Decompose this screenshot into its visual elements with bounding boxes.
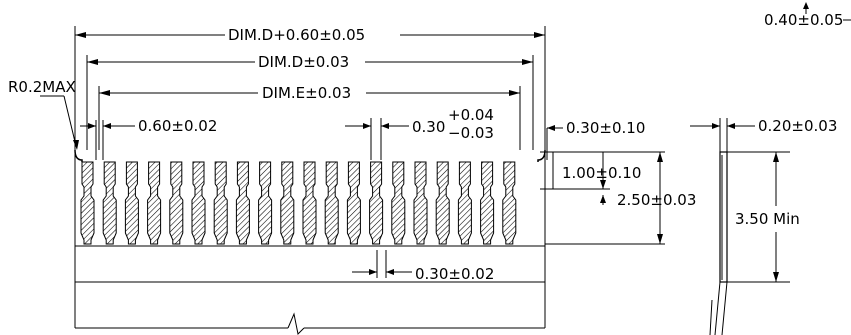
contact-finger xyxy=(280,161,295,245)
top-right-label: 0.40±0.05 xyxy=(764,11,843,29)
contact-finger xyxy=(80,161,95,245)
contact-fingers xyxy=(80,161,517,245)
finger-width-label: 0.30±0.02 xyxy=(415,265,494,283)
contact-finger xyxy=(391,161,406,245)
overall-width-dimension xyxy=(74,26,546,150)
min-length-label: 3.50 Min xyxy=(735,210,800,228)
contact-finger xyxy=(457,161,472,245)
slot-base-label: 0.30 xyxy=(412,118,445,136)
radius-label: R0.2MAX xyxy=(8,78,76,96)
edge-margin-label: 0.30±0.10 xyxy=(566,119,645,137)
contact-finger xyxy=(169,161,184,245)
pitch-label: 0.60±0.02 xyxy=(138,117,217,135)
contact-finger xyxy=(258,161,273,245)
slot-dimension xyxy=(345,118,409,160)
top-right-dimension xyxy=(803,2,851,21)
pad-height-dimension xyxy=(540,151,665,205)
finger-length-label: 2.50±0.03 xyxy=(617,191,696,209)
slot-lower-tolerance: −0.03 xyxy=(448,124,494,142)
connector-body xyxy=(74,149,546,335)
contact-finger xyxy=(124,161,139,245)
min-length-dimension xyxy=(727,151,790,283)
contact-finger xyxy=(102,161,117,245)
contact-finger xyxy=(213,161,228,245)
contact-finger xyxy=(235,161,250,245)
side-view xyxy=(709,151,728,335)
dim-d-dimension xyxy=(86,55,534,150)
slot-upper-tolerance: +0.04 xyxy=(448,106,494,124)
dim-d-label: DIM.D±0.03 xyxy=(258,53,349,71)
dim-e-dimension xyxy=(98,86,521,150)
finger-width-dimension xyxy=(352,250,412,278)
contact-finger xyxy=(435,161,450,245)
contact-finger xyxy=(346,161,361,245)
contact-finger xyxy=(147,161,162,245)
contact-finger xyxy=(191,161,206,245)
pitch-dimension xyxy=(80,120,135,160)
thickness-label: 0.20±0.03 xyxy=(758,117,837,135)
finger-length-dimension xyxy=(545,152,665,245)
contact-finger xyxy=(302,161,317,245)
contact-finger xyxy=(413,161,428,245)
contact-finger xyxy=(369,161,384,245)
contact-finger xyxy=(480,161,495,245)
pad-height-label: 1.00±0.10 xyxy=(562,164,641,182)
dim-e-label: DIM.E±0.03 xyxy=(262,84,351,102)
contact-finger xyxy=(324,161,339,245)
radius-leader xyxy=(40,95,79,150)
overall-width-label: DIM.D+0.60±0.05 xyxy=(228,26,365,44)
thickness-dimension xyxy=(690,118,755,152)
edge-margin-dimension xyxy=(546,125,563,160)
contact-finger xyxy=(502,161,517,245)
